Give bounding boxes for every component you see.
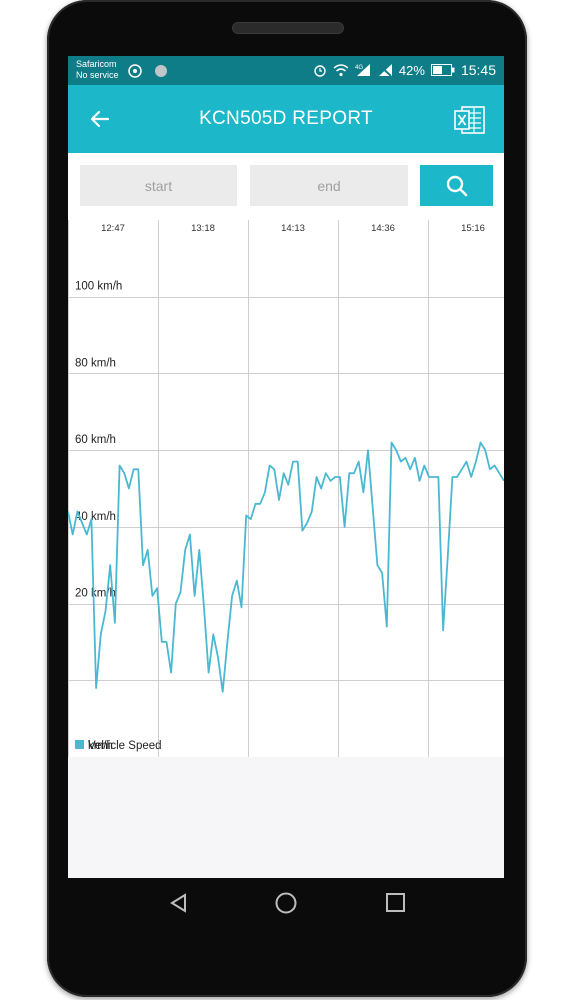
home-circle-icon[interactable] xyxy=(275,892,297,914)
arrow-left-icon[interactable] xyxy=(88,107,112,131)
speaker-grille xyxy=(232,22,344,34)
end-field[interactable]: end xyxy=(250,165,408,206)
search-button[interactable] xyxy=(420,165,493,206)
status-bar: Safaricom No service xyxy=(68,56,504,85)
carrier-info: Safaricom No service xyxy=(76,59,119,81)
circle-icon xyxy=(155,65,167,77)
wifi-icon xyxy=(333,64,349,77)
carrier-status: No service xyxy=(76,70,119,80)
clock: 15:45 xyxy=(460,62,496,78)
x-tick-label: 12:47 xyxy=(101,223,125,234)
status-left-icons xyxy=(128,63,168,84)
y-tick-label: 40 km/h xyxy=(75,511,116,523)
no-signal-icon xyxy=(377,63,392,77)
nav-bar xyxy=(170,892,405,914)
search-icon xyxy=(446,175,467,196)
date-filter: start end xyxy=(68,153,504,220)
x-tick-label: 13:18 xyxy=(191,223,215,234)
speed-chart[interactable]: 12:47 13:18 14:13 14:36 15:16 20 km/h 40 km/h 6… xyxy=(68,220,504,757)
speed-chart-svg: 12:47 13:18 14:13 14:36 15:16 20 km/h 40 km/h 6… xyxy=(68,220,504,757)
start-field[interactable]: start xyxy=(80,165,237,206)
alarm-icon xyxy=(314,65,326,77)
y-tick-label: 80 km/h xyxy=(75,357,116,369)
status-right: 4G 42% 15:45 xyxy=(313,62,496,78)
signal-icon: 4G xyxy=(355,64,370,76)
x-tick-label: 14:36 xyxy=(371,223,395,234)
excel-icon[interactable] xyxy=(454,105,486,135)
network-badge: 4G xyxy=(355,65,363,71)
y-tick-label: 60 km/h xyxy=(75,434,116,446)
x-tick-label: 15:16 xyxy=(461,223,485,234)
screen: Safaricom No service xyxy=(68,56,504,878)
carrier-name: Safaricom xyxy=(76,59,117,69)
battery-percent: 42% xyxy=(398,62,425,78)
app-bar: KCN505D REPORT xyxy=(68,85,504,153)
x-tick-label: 14:13 xyxy=(281,223,305,234)
y-tick-label: 100 km/h xyxy=(75,281,122,293)
legend-swatch xyxy=(75,740,84,749)
page-title: KCN505D REPORT xyxy=(199,108,373,129)
battery-icon xyxy=(430,64,455,76)
speed-series-line xyxy=(68,441,504,693)
phone-frame: Safaricom No service xyxy=(47,0,527,997)
recents-square-icon[interactable] xyxy=(386,893,405,912)
hotspot-icon xyxy=(128,64,167,78)
y-tick-label: 20 km/h xyxy=(75,588,116,600)
back-triangle-icon[interactable] xyxy=(170,893,186,913)
legend-label: km/h xyxy=(88,740,113,752)
legend-label-overlap: Vehicle Speed xyxy=(88,740,162,752)
